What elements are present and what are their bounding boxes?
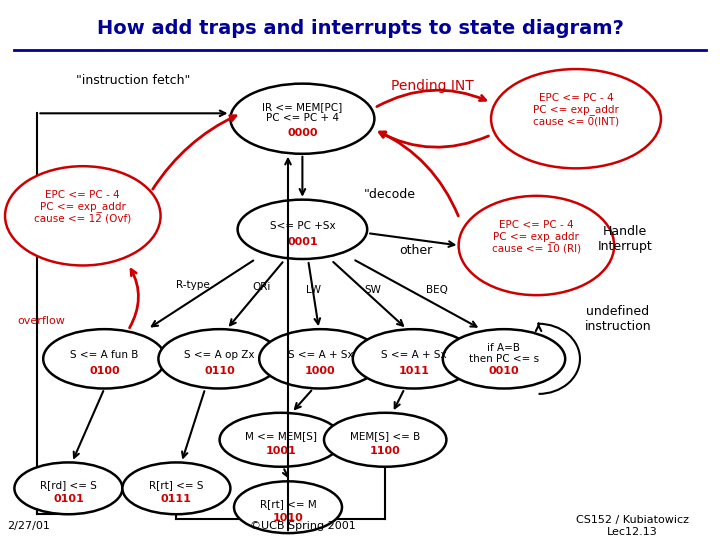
Ellipse shape [234, 481, 342, 533]
Text: undefined
instruction: undefined instruction [585, 306, 651, 333]
Text: 1000: 1000 [305, 366, 336, 376]
Ellipse shape [459, 196, 614, 295]
Text: S <= A + Sx: S <= A + Sx [381, 350, 447, 360]
Ellipse shape [491, 69, 661, 168]
Text: 0111: 0111 [161, 494, 192, 504]
Text: EPC <= PC - 4
PC <= exp_addr
cause <= 12 (Ovf): EPC <= PC - 4 PC <= exp_addr cause <= 12… [34, 190, 132, 224]
Text: 0001: 0001 [287, 237, 318, 247]
Text: R[rt] <= M: R[rt] <= M [260, 499, 316, 509]
Ellipse shape [14, 462, 122, 514]
Text: BEQ: BEQ [426, 285, 448, 295]
Text: EPC <= PC - 4
PC <= exp_addr
cause <= 10 (RI): EPC <= PC - 4 PC <= exp_addr cause <= 10… [492, 220, 581, 254]
Text: overflow: overflow [18, 316, 66, 326]
Text: other: other [400, 245, 433, 258]
Ellipse shape [324, 413, 446, 467]
Ellipse shape [259, 329, 382, 388]
Ellipse shape [122, 462, 230, 514]
Ellipse shape [158, 329, 281, 388]
Text: ©UCB Spring 2001: ©UCB Spring 2001 [250, 521, 355, 531]
Text: 1011: 1011 [399, 366, 429, 376]
Text: S <= A + Sx: S <= A + Sx [287, 350, 354, 360]
Text: LW: LW [306, 285, 320, 295]
Text: R[rt] <= S: R[rt] <= S [149, 480, 204, 490]
Text: S <= A fun B: S <= A fun B [71, 350, 138, 360]
Ellipse shape [5, 166, 161, 266]
Text: if A=B
then PC <= s: if A=B then PC <= s [469, 343, 539, 364]
Text: 1001: 1001 [266, 446, 296, 456]
Text: Pending INT: Pending INT [391, 79, 473, 93]
Text: 0101: 0101 [53, 494, 84, 504]
Text: How add traps and interrupts to state diagram?: How add traps and interrupts to state di… [96, 19, 624, 38]
Text: R-type: R-type [176, 280, 210, 290]
Ellipse shape [353, 329, 475, 388]
Ellipse shape [230, 84, 374, 154]
Text: 1100: 1100 [370, 446, 400, 456]
Text: 2/27/01: 2/27/01 [7, 521, 50, 531]
Text: 0100: 0100 [89, 366, 120, 376]
Text: S<= PC +Sx: S<= PC +Sx [269, 221, 336, 231]
Text: IR <= MEM[PC]
PC <= PC + 4: IR <= MEM[PC] PC <= PC + 4 [262, 102, 343, 123]
Text: 0000: 0000 [287, 129, 318, 138]
Text: S <= A op Zx: S <= A op Zx [184, 350, 255, 360]
Ellipse shape [238, 200, 367, 259]
Text: M <= MEM[S]: M <= MEM[S] [245, 431, 317, 442]
Text: R[rd] <= S: R[rd] <= S [40, 480, 96, 490]
Text: Handle
Interrupt: Handle Interrupt [598, 225, 652, 253]
Text: "decode: "decode [364, 188, 415, 201]
Text: "instruction fetch": "instruction fetch" [76, 75, 190, 87]
Text: CS152 / Kubiatowicz
Lec12.13: CS152 / Kubiatowicz Lec12.13 [576, 515, 688, 537]
Ellipse shape [43, 329, 166, 388]
Text: MEM[S] <= B: MEM[S] <= B [350, 431, 420, 442]
Text: SW: SW [364, 285, 382, 295]
Text: EPC <= PC - 4
PC <= exp_addr
cause <= 0(INT): EPC <= PC - 4 PC <= exp_addr cause <= 0(… [533, 93, 619, 127]
Text: 1010: 1010 [273, 513, 303, 523]
Text: ORi: ORi [252, 282, 271, 292]
Text: 0010: 0010 [489, 366, 519, 376]
Ellipse shape [220, 413, 342, 467]
Ellipse shape [443, 329, 565, 388]
Text: 0110: 0110 [204, 366, 235, 376]
